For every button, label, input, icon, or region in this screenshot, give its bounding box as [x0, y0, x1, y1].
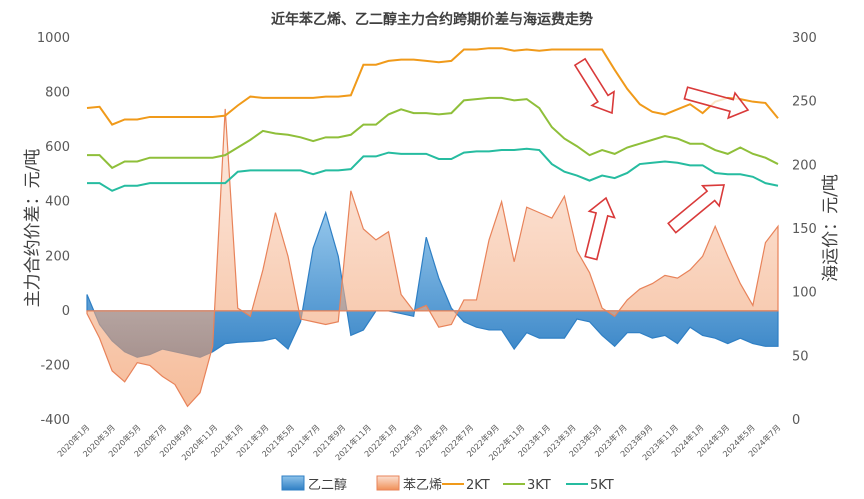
legend-label: 5KT: [590, 478, 614, 493]
left-axis-title: 主力合约价差：元/吨: [23, 149, 43, 308]
legend-label: 2KT: [466, 478, 490, 493]
line-series-3kt: [87, 96, 779, 170]
right-tick-label: 50: [792, 349, 809, 364]
right-tick-label: 150: [792, 222, 817, 237]
chart-title: 近年苯乙烯、乙二醇主力合约跨期价差与海运费走势: [271, 11, 593, 28]
legend-label: 3KT: [527, 478, 551, 493]
area-series-sm: [86, 108, 779, 408]
legend-label: 乙二醇: [308, 477, 347, 493]
annotation-arrow-down: [573, 57, 615, 115]
right-tick-label: 250: [792, 95, 817, 110]
right-tick-label: 0: [792, 413, 800, 428]
line-series-5kt: [87, 147, 779, 192]
legend-swatch: [376, 475, 400, 491]
left-tick-label: 1000: [37, 31, 70, 46]
area-layer: [86, 108, 779, 408]
right-tick-label: 300: [792, 31, 817, 46]
right-axis-title: 海运价：元/吨: [821, 174, 841, 282]
x-axis: 2020年1月2020年3月2020年5月2020年7月2020年9月2020年…: [55, 422, 782, 462]
left-tick-label: 600: [45, 140, 70, 155]
left-tick-label: 0: [62, 304, 70, 319]
left-tick-label: -200: [40, 358, 70, 373]
right-axis: 0 50 100 150 200 250 300: [792, 31, 817, 428]
annotation-arrow-up: [584, 196, 616, 261]
legend-swatch: [281, 475, 305, 491]
annotation-arrow-right: [683, 86, 750, 120]
line-series-2kt: [86, 47, 779, 126]
right-tick-label: 100: [792, 286, 817, 301]
left-tick-label: -400: [40, 413, 70, 428]
left-tick-label: 200: [45, 249, 70, 264]
left-axis: -400 -200 0 200 400 600 800 1000: [37, 31, 70, 428]
line-layer: [86, 47, 779, 261]
right-tick-label: 200: [792, 158, 817, 173]
left-tick-label: 800: [45, 86, 70, 101]
legend-label: 苯乙烯: [403, 478, 442, 493]
annotation-arrow-up-right: [667, 184, 726, 234]
left-tick-label: 400: [45, 195, 70, 210]
legend: 乙二醇 苯乙烯 2KT 3KT 5KT: [281, 475, 614, 493]
